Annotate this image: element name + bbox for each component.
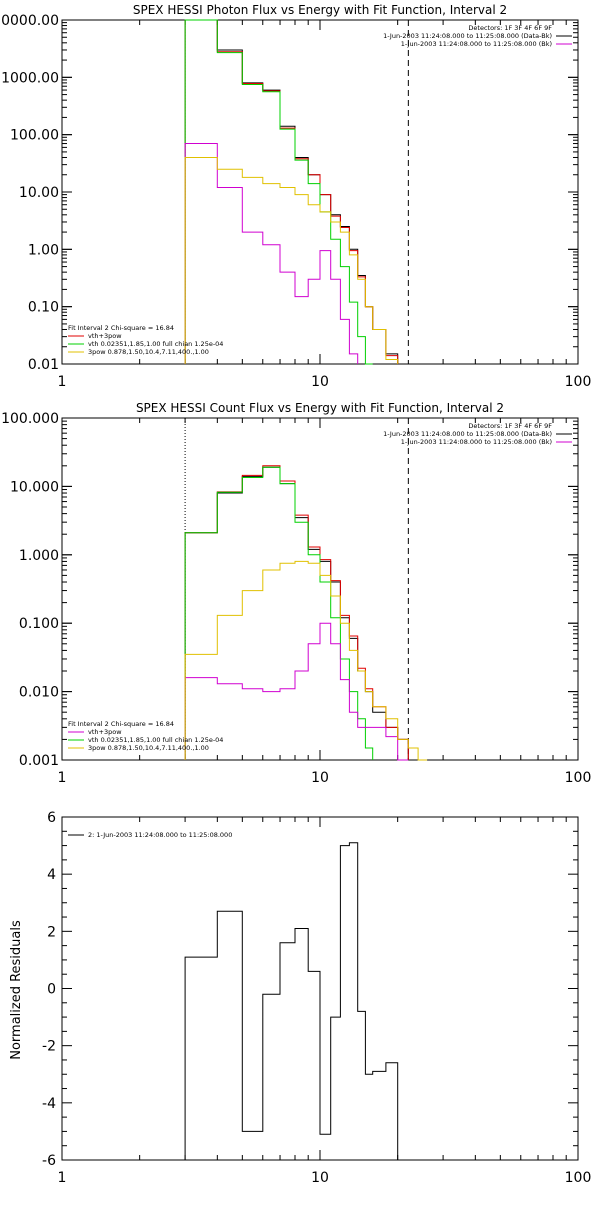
legend-right-entry: 1-Jun-2003 11:24:08.000 to 11:25:08.000 … <box>383 430 552 438</box>
legend-left-entry: Fit Interval 2 Chi-square = 16.84 <box>68 720 174 728</box>
chart-title-photon-flux: SPEX HESSI Photon Flux vs Energy with Fi… <box>133 3 507 17</box>
legend-right-entry: Detectors: 1F 3F 4F 6F 9F <box>468 422 552 430</box>
legend-left-entry: Fit Interval 2 Chi-square = 16.84 <box>68 324 174 332</box>
series-line-red <box>184 19 399 364</box>
x-tick-label: 100 <box>565 770 592 786</box>
series-line-red <box>184 465 409 760</box>
y-tick-label: 0.001 <box>19 753 59 769</box>
x-tick-label: 10 <box>311 374 329 390</box>
series-line-black <box>184 19 399 364</box>
legend-right-entry: Detectors: 1F 3F 4F 6F 9F <box>468 24 552 32</box>
y-tick-label: 0.10 <box>28 300 59 316</box>
x-tick-label: 100 <box>565 374 592 390</box>
y-tick-label: 0.01 <box>28 357 59 373</box>
y-tick-label: 10.000 <box>10 479 59 495</box>
y-tick-label: 2 <box>47 924 56 940</box>
x-tick-label: 1 <box>58 1170 67 1186</box>
legend-left-entry: 3pow 0.878,1.50,10.4,7.11,400.,1.00 <box>88 348 209 356</box>
y-tick-label: 0.100 <box>19 616 59 632</box>
y-tick-label: 10.00 <box>19 185 59 201</box>
y-tick-label: -2 <box>42 1039 56 1055</box>
legend-right-entry: 1-Jun-2003 11:24:08.000 to 11:25:08.000 … <box>401 438 552 446</box>
x-tick-label: 1 <box>58 374 67 390</box>
series-line-green <box>184 466 374 760</box>
legend-left-entry: vth+3pow <box>88 728 122 736</box>
chart-title-count-flux: SPEX HESSI Count Flux vs Energy with Fit… <box>136 401 504 415</box>
y-tick-label: 100.00 <box>10 128 59 144</box>
y-tick-label: 4 <box>47 867 56 883</box>
plot-frame <box>61 417 579 761</box>
legend-left-entry: vth 0.02351,1.85,1.00 full chian 1.25e-0… <box>88 340 223 348</box>
legend-right-entry: 1-Jun-2003 11:24:08.000 to 11:25:08.000 … <box>383 32 552 40</box>
legend-left-entry: 2: 1-Jun-2003 11:24:08.000 to 11:25:08.0… <box>88 831 232 839</box>
y-tick-label: 0 <box>47 982 56 998</box>
legend-left-entry: vth+3pow <box>88 332 122 340</box>
y-tick-label: 1.00 <box>28 242 59 258</box>
y-tick-label: 100.000 <box>1 411 59 427</box>
series-line-black <box>184 466 409 760</box>
x-tick-label: 10 <box>311 1170 329 1186</box>
series-line-green <box>184 19 373 365</box>
legend-left-entry: vth 0.02351,1.85,1.00 full chian 1.25e-0… <box>88 736 223 744</box>
y-tick-label: 6 <box>47 810 56 826</box>
series-line-magenta <box>184 622 409 761</box>
y-tick-label: -4 <box>42 1096 56 1112</box>
y-tick-label: 0.010 <box>19 685 59 701</box>
series-line-yellow <box>184 157 399 364</box>
x-tick-label: 1 <box>58 770 67 786</box>
residuals-y-axis-label: Normalized Residuals <box>9 920 24 1060</box>
series-line-black <box>184 842 399 1160</box>
y-tick-label: 1.000 <box>19 548 59 564</box>
y-tick-label: -6 <box>42 1153 56 1169</box>
legend-left-entry: 3pow 0.878,1.50,10.4,7.11,400.,1.00 <box>88 744 209 752</box>
series-line-magenta <box>184 143 359 364</box>
y-tick-label: 1000.00 <box>1 70 59 86</box>
x-tick-label: 10 <box>311 770 329 786</box>
legend-right-entry: 1-Jun-2003 11:24:08.000 to 11:25:08.000 … <box>401 40 552 48</box>
x-tick-label: 100 <box>565 1170 592 1186</box>
series-line-yellow <box>184 560 428 761</box>
